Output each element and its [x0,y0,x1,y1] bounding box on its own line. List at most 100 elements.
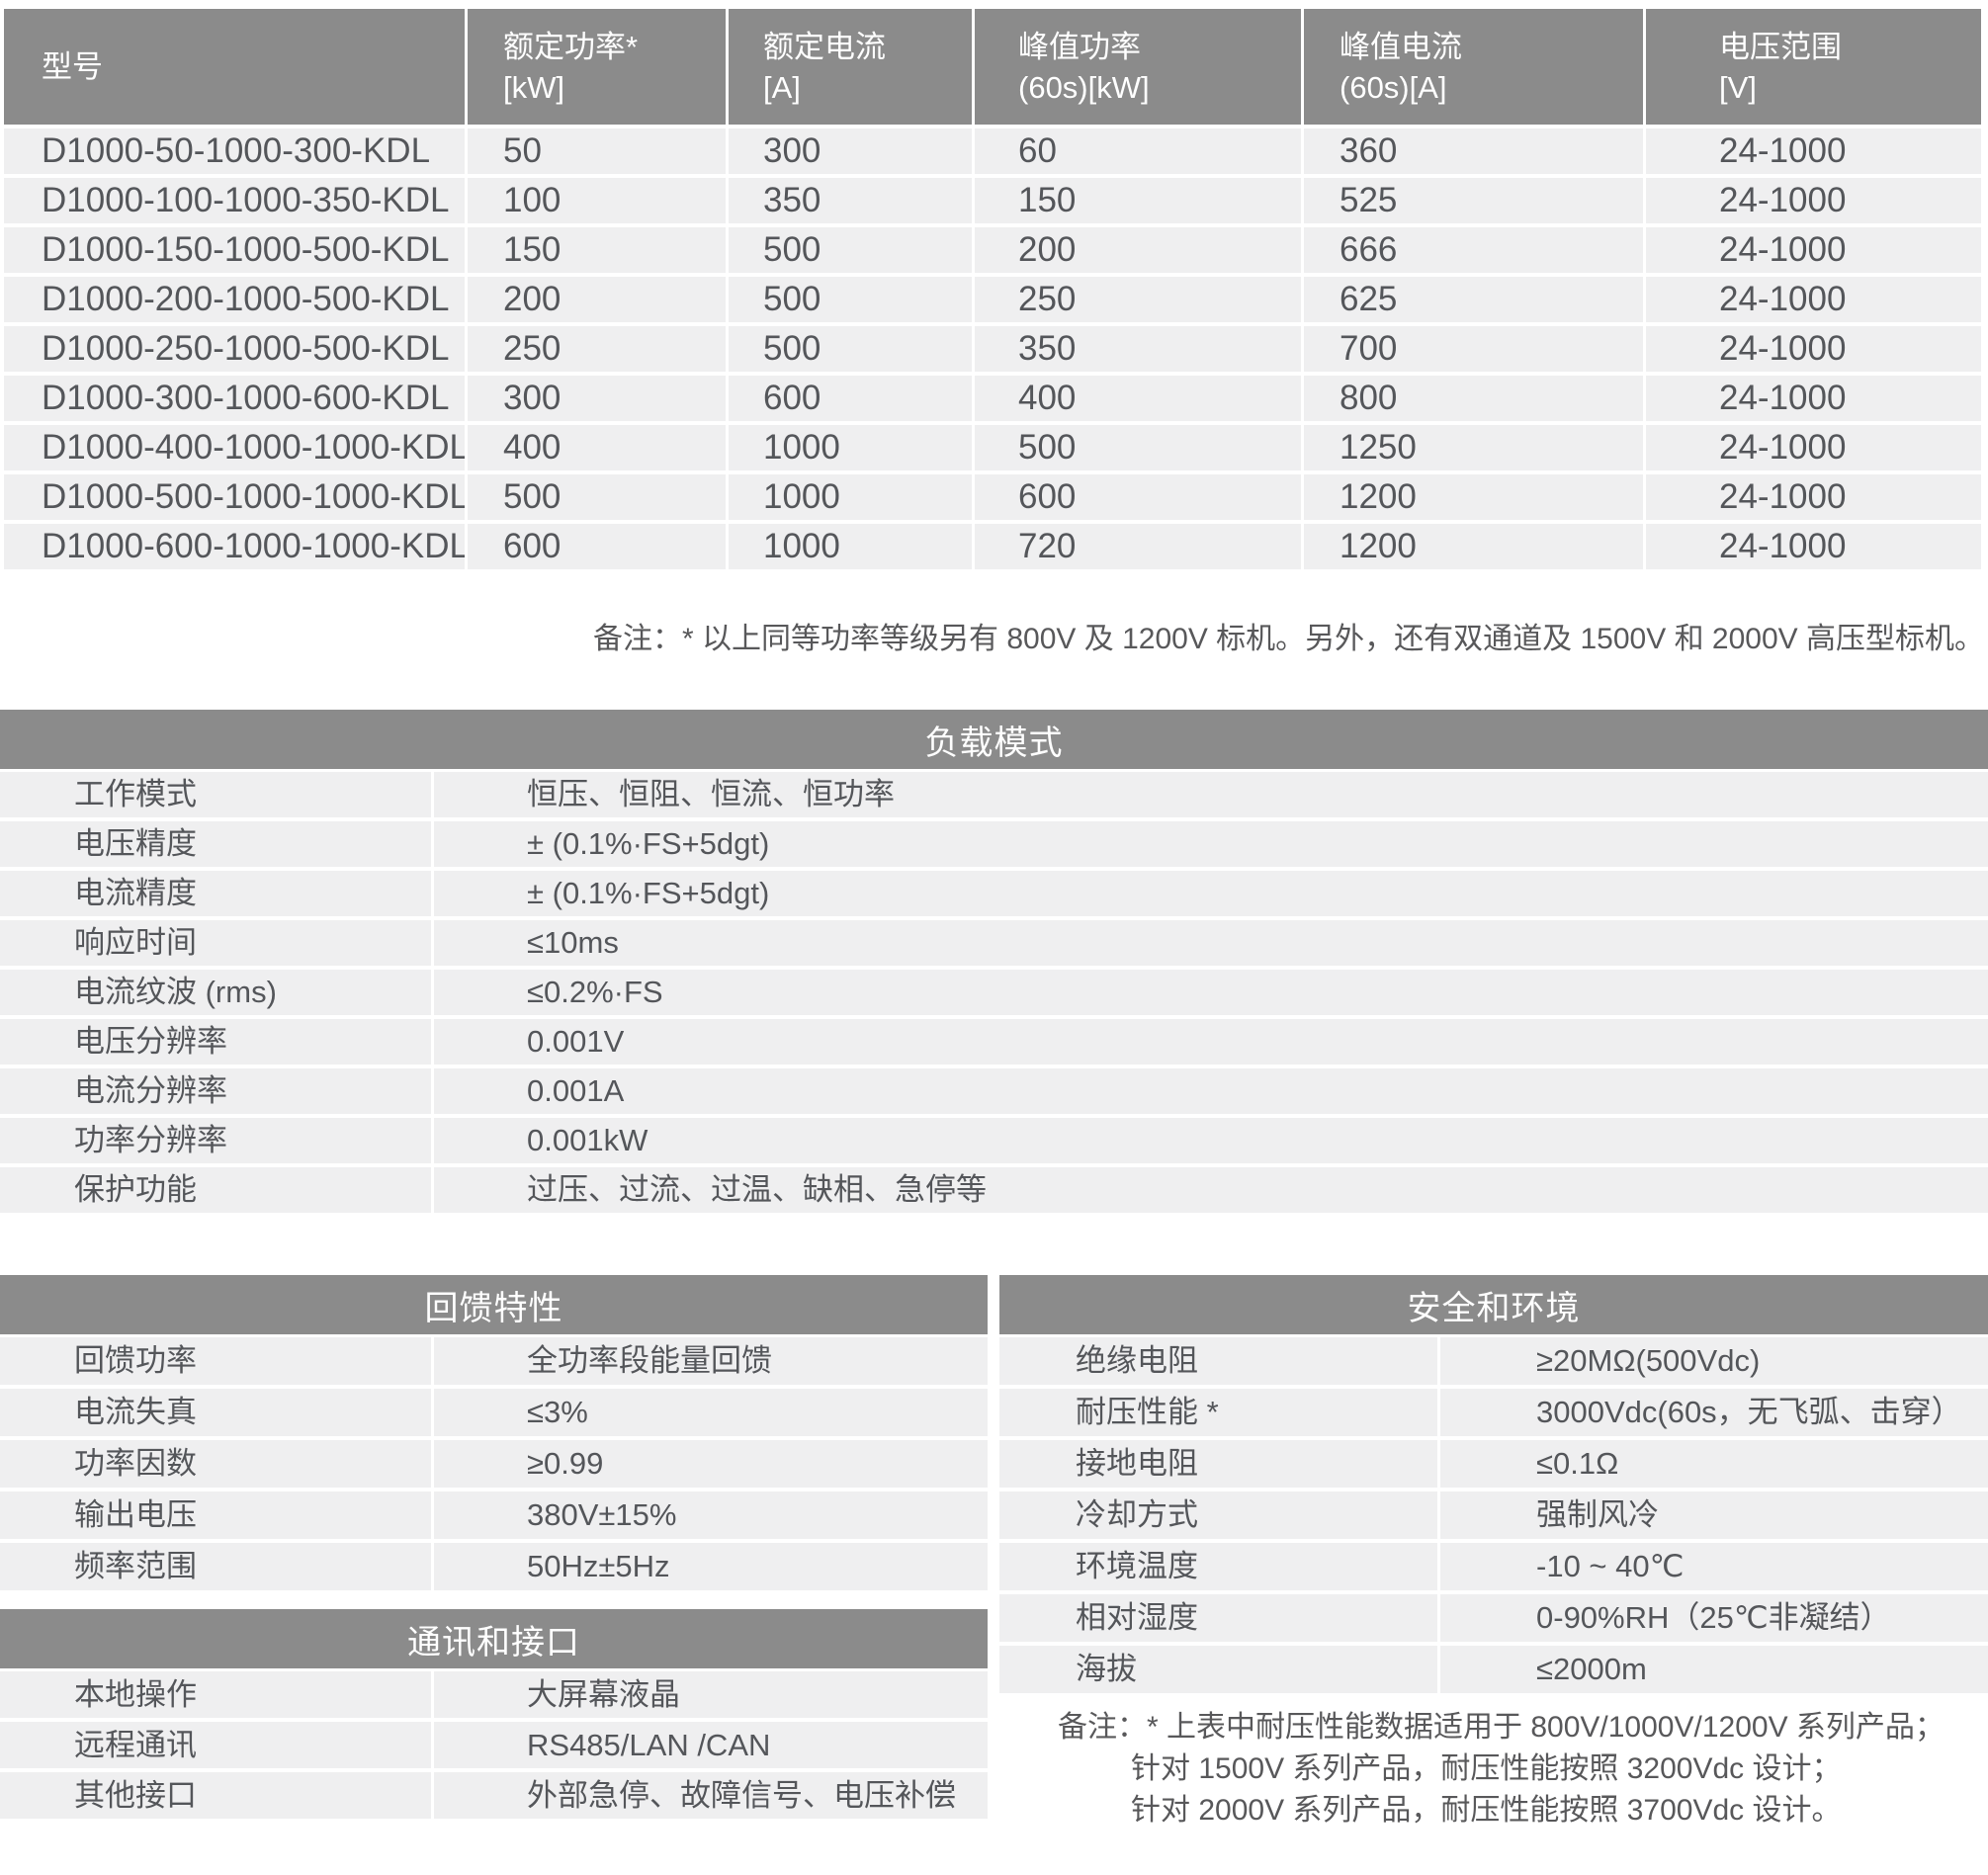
spec-label: 绝缘电阻 [999,1337,1437,1385]
spec-row: 电流分辨率 0.001A [0,1068,1988,1114]
spec-label: 耐压性能 * [999,1389,1437,1436]
spec-label: 环境温度 [999,1543,1437,1590]
cell-model: D1000-300-1000-600-KDL [4,376,465,421]
spec-label: 其他接口 [0,1772,431,1819]
table-row: D1000-250-1000-500-KDL 250 500 350 700 2… [4,326,1981,372]
cell-rated-power: 50 [468,128,726,174]
cell-voltage-range: 24-1000 [1646,425,1981,470]
column-header-rated-current: 额定电流 [A] [729,9,972,125]
spec-row: 相对湿度 0-90%RH（25℃非凝结） [999,1594,1988,1642]
spec-value: ≤3% [434,1389,988,1436]
column-header-voltage-range: 电压范围 [V] [1646,9,1981,125]
spec-value: 3000Vdc(60s，无飞弧、击穿） [1440,1389,1988,1436]
spec-label: 本地操作 [0,1671,431,1718]
spec-label: 功率因数 [0,1440,431,1488]
cell-rated-current: 300 [729,128,972,174]
cell-peak-current: 360 [1304,128,1643,174]
table-row: D1000-600-1000-1000-KDL 600 1000 720 120… [4,524,1981,569]
spec-value: 50Hz±5Hz [434,1543,988,1590]
cell-rated-current: 1000 [729,474,972,520]
spec-row: 本地操作 大屏幕液晶 [0,1671,988,1718]
spec-label: 电流纹波 (rms) [0,970,431,1015]
note-withstand-voltage: 备注：* 上表中耐压性能数据适用于 800V/1000V/1200V 系列产品；… [999,1707,1988,1832]
spec-value: ≤0.1Ω [1440,1440,1988,1488]
spec-row: 其他接口 外部急停、故障信号、电压补偿 [0,1772,988,1819]
spec-value: 0.001A [434,1068,1988,1114]
cell-rated-power: 400 [468,425,726,470]
cell-peak-power: 150 [975,178,1301,223]
cell-peak-current: 1200 [1304,474,1643,520]
cell-peak-power: 250 [975,277,1301,322]
cell-peak-current: 800 [1304,376,1643,421]
spec-row: 耐压性能 * 3000Vdc(60s，无飞弧、击穿） [999,1389,1988,1436]
spec-label: 接地电阻 [999,1440,1437,1488]
table-row: D1000-300-1000-600-KDL 300 600 400 800 2… [4,376,1981,421]
cell-rated-current: 500 [729,227,972,273]
spec-row: 环境温度 -10 ~ 40℃ [999,1543,1988,1590]
cell-peak-current: 700 [1304,326,1643,372]
spec-label: 电流分辨率 [0,1068,431,1114]
cell-rated-current: 600 [729,376,972,421]
section-band-safety: 安全和环境 [999,1275,1988,1334]
spec-label: 电流失真 [0,1389,431,1436]
spec-value: 强制风冷 [1440,1491,1988,1539]
section-load-mode: 负载模式 工作模式 恒压、恒阻、恒流、恒功率 电压精度 ± (0.1%·FS+5… [0,710,1988,1217]
note-line: 备注：* 上表中耐压性能数据适用于 800V/1000V/1200V 系列产品； [1058,1711,1945,1744]
spec-value: 0-90%RH（25℃非凝结） [1440,1594,1988,1642]
spec-row: 电流失真 ≤3% [0,1389,988,1436]
spec-label: 海拔 [999,1646,1437,1693]
spec-label: 相对湿度 [999,1594,1437,1642]
spec-value: -10 ~ 40℃ [1440,1543,1988,1590]
column-header-model: 型号 [4,9,465,125]
spec-label: 电流精度 [0,871,431,916]
cell-peak-power: 60 [975,128,1301,174]
note-standard-models: 备注：* 以上同等功率等级另有 800V 及 1200V 标机。另外，还有双通道… [593,623,1984,655]
cell-peak-power: 400 [975,376,1301,421]
cell-model: D1000-50-1000-300-KDL [4,128,465,174]
spec-value: 过压、过流、过温、缺相、急停等 [434,1167,1988,1213]
spec-value: ± (0.1%·FS+5dgt) [434,871,1988,916]
spec-value: 恒压、恒阻、恒流、恒功率 [434,772,1988,817]
spec-row: 电压分辨率 0.001V [0,1019,1988,1065]
cell-peak-power: 350 [975,326,1301,372]
spec-row: 功率因数 ≥0.99 [0,1440,988,1488]
cell-model: D1000-600-1000-1000-KDL [4,524,465,569]
spec-label: 输出电压 [0,1491,431,1539]
section-band-communication: 通讯和接口 [0,1609,988,1668]
cell-peak-current: 1250 [1304,425,1643,470]
spec-row: 接地电阻 ≤0.1Ω [999,1440,1988,1488]
model-table-body: D1000-50-1000-300-KDL 50 300 60 360 24-1… [4,128,1981,569]
spec-value: 外部急停、故障信号、电压补偿 [434,1772,988,1819]
spec-value: ≤2000m [1440,1646,1988,1693]
cell-voltage-range: 24-1000 [1646,277,1981,322]
cell-rated-power: 100 [468,178,726,223]
spec-label: 响应时间 [0,920,431,966]
spec-value: RS485/LAN /CAN [434,1722,988,1768]
cell-rated-power: 250 [468,326,726,372]
cell-rated-power: 200 [468,277,726,322]
spec-row: 电压精度 ± (0.1%·FS+5dgt) [0,821,1988,867]
feedback-rows: 回馈功率 全功率段能量回馈 电流失真 ≤3% 功率因数 ≥0.99 输出电压 3… [0,1337,988,1590]
spec-value: 0.001kW [434,1118,1988,1163]
cell-voltage-range: 24-1000 [1646,474,1981,520]
spec-row: 冷却方式 强制风冷 [999,1491,1988,1539]
table-row: D1000-100-1000-350-KDL 100 350 150 525 2… [4,178,1981,223]
spec-value: ± (0.1%·FS+5dgt) [434,821,1988,867]
cell-peak-power: 500 [975,425,1301,470]
section-band-feedback: 回馈特性 [0,1275,988,1334]
table-row: D1000-500-1000-1000-KDL 500 1000 600 120… [4,474,1981,520]
cell-model: D1000-200-1000-500-KDL [4,277,465,322]
cell-voltage-range: 24-1000 [1646,128,1981,174]
spec-row: 频率范围 50Hz±5Hz [0,1543,988,1590]
spec-value: 大屏幕液晶 [434,1671,988,1718]
cell-model: D1000-150-1000-500-KDL [4,227,465,273]
cell-peak-power: 720 [975,524,1301,569]
column-header-rated-power: 额定功率* [kW] [468,9,726,125]
panel-safety-environment: 安全和环境 绝缘电阻 ≥20MΩ(500Vdc) 耐压性能 * 3000Vdc(… [999,1275,1988,1832]
spec-row: 电流纹波 (rms) ≤0.2%·FS [0,970,1988,1015]
section-title-load-mode: 负载模式 [924,724,1064,762]
spec-row: 输出电压 380V±15% [0,1491,988,1539]
spec-value: ≥0.99 [434,1440,988,1488]
cell-rated-power: 150 [468,227,726,273]
